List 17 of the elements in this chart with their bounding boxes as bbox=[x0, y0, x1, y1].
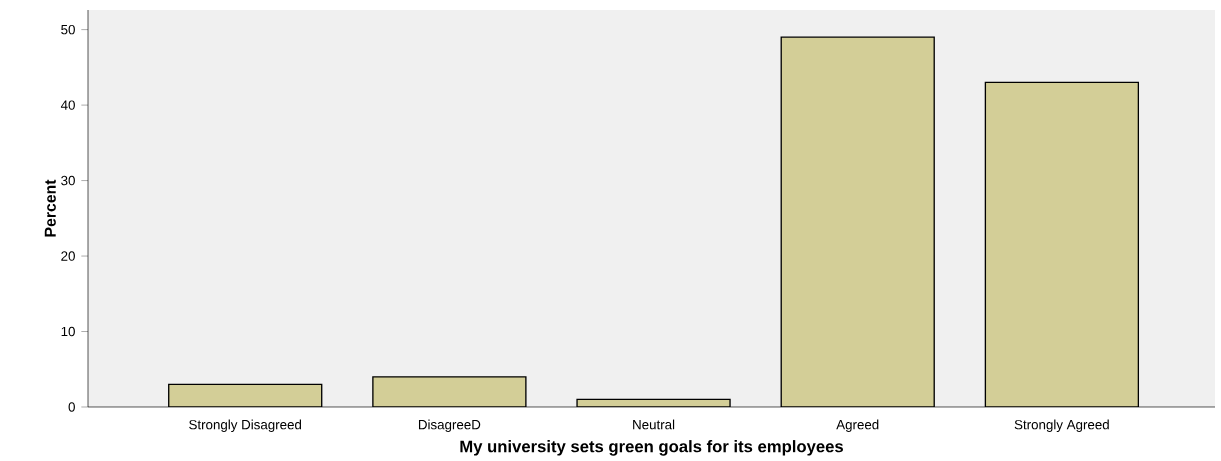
y-tick-label: 0 bbox=[68, 402, 75, 412]
x-tick-label: DisagreeD bbox=[418, 419, 481, 432]
y-tick-label: 10 bbox=[61, 326, 75, 337]
y-tick-label: 30 bbox=[61, 175, 75, 186]
bar bbox=[984, 81, 1140, 407]
bar bbox=[780, 36, 935, 407]
x-tick-label: Strongly Disagreed bbox=[189, 419, 302, 432]
y-tick-label: 40 bbox=[60, 100, 75, 110]
x-tick-label: Strongly Agreed bbox=[1014, 419, 1109, 432]
bar bbox=[168, 383, 323, 407]
x-axis-title: My university sets green goals for its employees bbox=[460, 440, 843, 456]
y-tick-label: 50 bbox=[61, 24, 75, 35]
x-tick-label: Agreed bbox=[836, 419, 879, 432]
y-axis-title: Percent bbox=[44, 179, 56, 237]
bar bbox=[372, 376, 527, 407]
y-tick-label: 20 bbox=[61, 251, 75, 261]
x-tick-label: Neutral bbox=[633, 419, 675, 430]
